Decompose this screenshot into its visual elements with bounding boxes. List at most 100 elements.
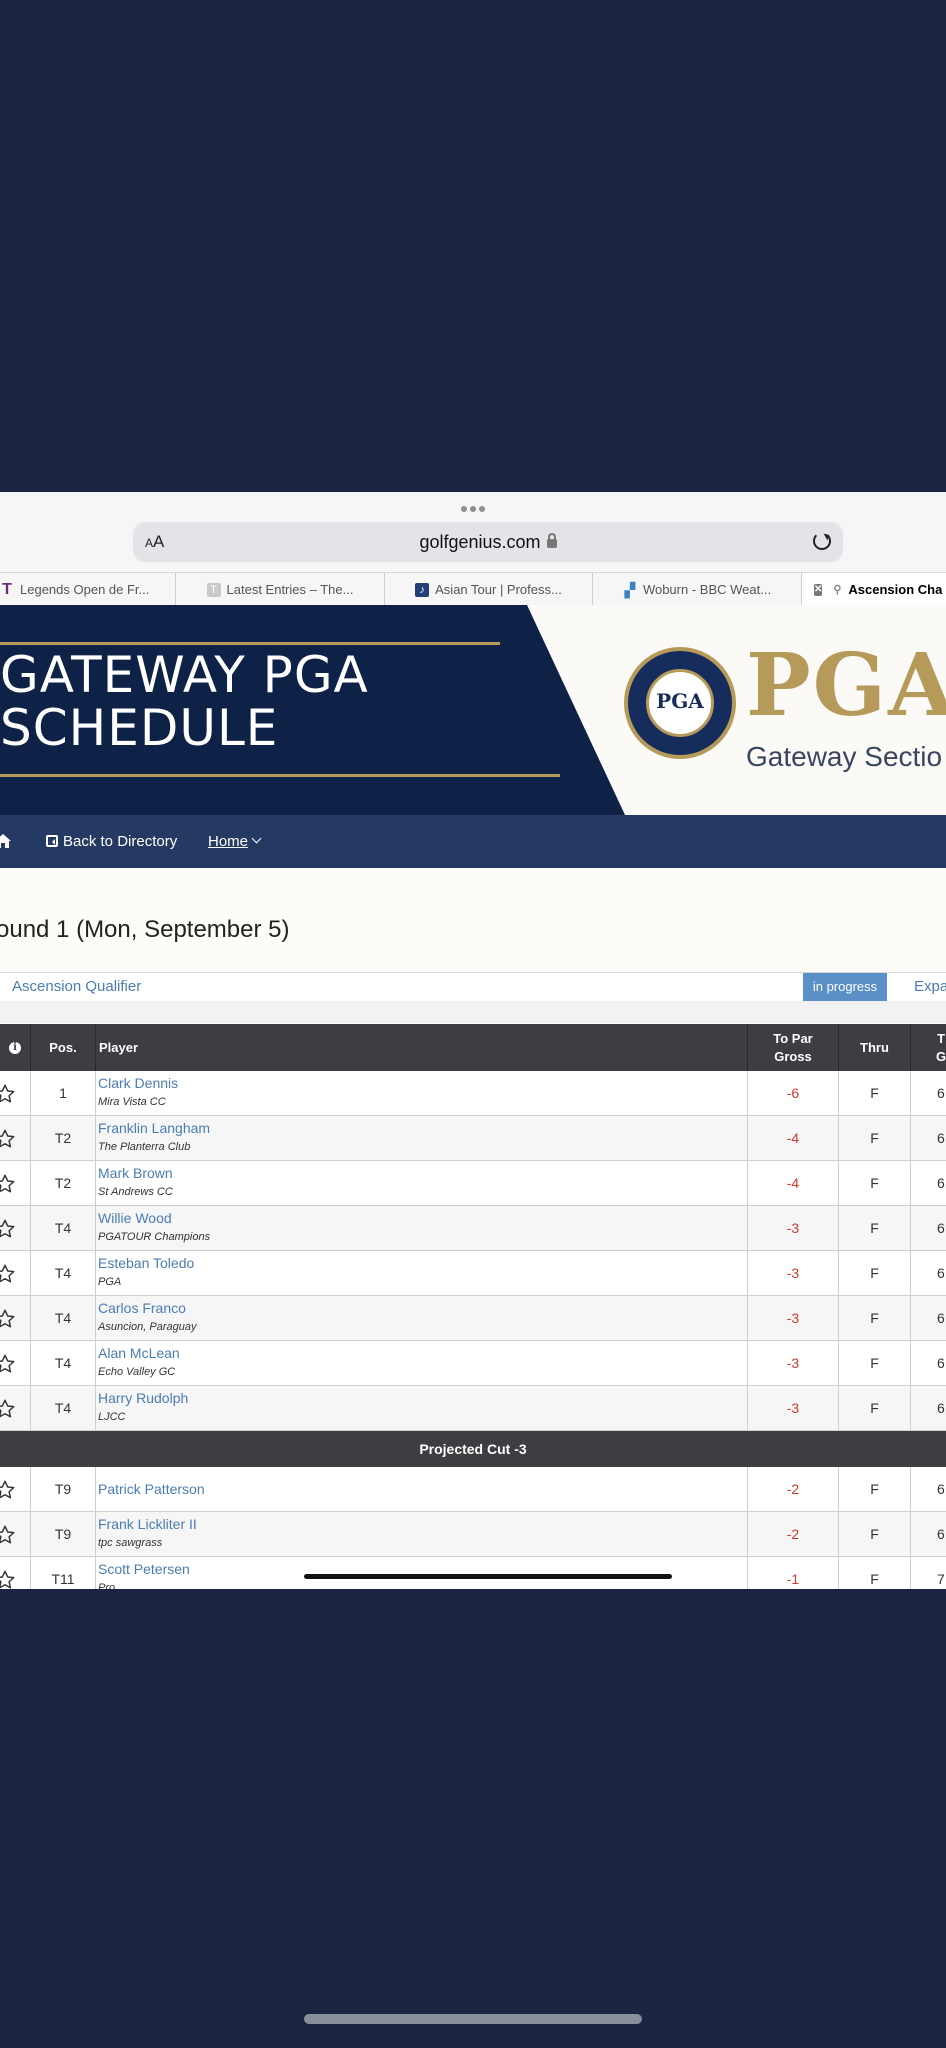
star-icon[interactable]: [0, 1173, 16, 1195]
star-icon[interactable]: [0, 1479, 16, 1501]
info-column-header[interactable]: i: [0, 1024, 31, 1071]
tab-ascension-active[interactable]: ✕ ⚲ Ascension Cha: [802, 573, 946, 606]
tab-label: Ascension Cha: [848, 582, 943, 597]
home-icon[interactable]: [0, 832, 12, 850]
table-row[interactable]: T4 Harry Rudolph LJCC -3 F 6: [0, 1386, 946, 1431]
table-row[interactable]: T4 Willie Wood PGATOUR Champions -3 F 6: [0, 1206, 946, 1251]
player-name-link[interactable]: Scott Petersen: [98, 1561, 190, 1577]
thru-value: F: [870, 1220, 879, 1236]
table-row[interactable]: T9 Frank Lickliter II tpc sawgrass -2 F 6: [0, 1512, 946, 1557]
device-home-indicator[interactable]: [304, 2014, 642, 2024]
table-row[interactable]: T9 Patrick Patterson -2 F 6: [0, 1467, 946, 1512]
pos-column-header[interactable]: Pos.: [31, 1024, 96, 1071]
info-icon[interactable]: i: [9, 1041, 21, 1054]
player-cell[interactable]: Carlos Franco Asuncion, Paraguay: [96, 1296, 748, 1340]
tab-favicon-icon: T: [2, 580, 12, 598]
star-icon[interactable]: [0, 1218, 16, 1240]
player-cell[interactable]: Harry Rudolph LJCC: [96, 1386, 748, 1430]
player-cell[interactable]: Alan McLean Echo Valley GC: [96, 1341, 748, 1385]
favorite-cell[interactable]: [0, 1467, 31, 1511]
star-icon[interactable]: [0, 1128, 16, 1150]
player-cell[interactable]: Franklin Langham The Planterra Club: [96, 1116, 748, 1160]
favorite-cell[interactable]: [0, 1071, 31, 1115]
player-cell[interactable]: Frank Lickliter II tpc sawgrass: [96, 1512, 748, 1556]
player-name-link[interactable]: Carlos Franco: [98, 1300, 186, 1316]
player-cell[interactable]: Mark Brown St Andrews CC: [96, 1161, 748, 1205]
event-name-link[interactable]: Ascension Qualifier: [12, 978, 142, 995]
favorite-cell[interactable]: [0, 1206, 31, 1250]
table-row[interactable]: 1 Clark Dennis Mira Vista CC -6 F 6: [0, 1071, 946, 1116]
multitask-dots-icon[interactable]: [461, 505, 485, 513]
table-row[interactable]: T2 Franklin Langham The Planterra Club -4 F 6: [0, 1116, 946, 1161]
thru-cell: F: [839, 1467, 911, 1511]
favorite-cell[interactable]: [0, 1161, 31, 1205]
favorite-cell[interactable]: [0, 1296, 31, 1340]
player-name-link[interactable]: Mark Brown: [98, 1165, 173, 1181]
favorite-cell[interactable]: [0, 1557, 31, 1589]
tab-woburn-bbc[interactable]: ▞ Woburn - BBC Weat...: [593, 573, 802, 606]
home-menu-link[interactable]: Home: [208, 833, 249, 850]
address-domain[interactable]: golfgenius.com: [133, 522, 843, 562]
position-value: T4: [54, 1400, 72, 1416]
banner-navy-panel: [0, 605, 625, 815]
to-par-column-header[interactable]: To Par Gross: [748, 1024, 839, 1071]
reload-icon[interactable]: [813, 532, 831, 550]
player-name-link[interactable]: Alan McLean: [98, 1345, 180, 1361]
player-cell[interactable]: Clark Dennis Mira Vista CC: [96, 1071, 748, 1115]
event-bar: Ascension Qualifier in progress Expa: [0, 972, 946, 1002]
thru-cell: F: [839, 1206, 911, 1250]
player-name-link[interactable]: Clark Dennis: [98, 1075, 179, 1091]
position-cell: T9: [31, 1467, 96, 1511]
table-row[interactable]: T4 Esteban Toledo PGA -3 F 6: [0, 1251, 946, 1296]
player-cell[interactable]: Scott Petersen Pro: [96, 1557, 748, 1589]
back-to-directory-link[interactable]: Back to Directory: [63, 833, 178, 850]
total-value: 6: [937, 1085, 945, 1101]
table-row[interactable]: T4 Alan McLean Echo Valley GC -3 F 6: [0, 1341, 946, 1386]
player-cell[interactable]: Esteban Toledo PGA: [96, 1251, 748, 1295]
back-arrow-icon[interactable]: [46, 835, 58, 847]
favorite-cell[interactable]: [0, 1341, 31, 1385]
table-row[interactable]: T2 Mark Brown St Andrews CC -4 F 6: [0, 1161, 946, 1206]
tab-close-icon[interactable]: ✕: [814, 583, 823, 596]
table-row[interactable]: T4 Carlos Franco Asuncion, Paraguay -3 F 6: [0, 1296, 946, 1341]
table-row[interactable]: T11 Scott Petersen Pro -1 F 7: [0, 1557, 946, 1589]
player-name-link[interactable]: Patrick Patterson: [98, 1481, 205, 1497]
address-bar[interactable]: AA golfgenius.com: [133, 522, 843, 562]
player-column-header[interactable]: Player: [96, 1024, 748, 1071]
player-cell[interactable]: Willie Wood PGATOUR Champions: [96, 1206, 748, 1250]
player-name-link[interactable]: Franklin Langham: [98, 1120, 211, 1136]
player-name-link[interactable]: Harry Rudolph: [98, 1390, 189, 1406]
tab-legends-open[interactable]: T Legends Open de Fr...: [0, 573, 176, 606]
favorite-cell[interactable]: [0, 1251, 31, 1295]
player-club: Echo Valley GC: [98, 1366, 176, 1378]
reader-options-button[interactable]: AA: [145, 532, 165, 551]
star-icon[interactable]: [0, 1353, 16, 1375]
to-par-cell: -3: [748, 1251, 839, 1295]
total-cell: 7: [911, 1557, 946, 1589]
tab-latest-entries[interactable]: T Latest Entries – The...: [176, 573, 385, 606]
favorite-cell[interactable]: [0, 1512, 31, 1556]
favorite-cell[interactable]: [0, 1116, 31, 1160]
player-cell[interactable]: Patrick Patterson: [96, 1467, 748, 1511]
chevron-down-icon[interactable]: [251, 833, 262, 844]
star-icon[interactable]: [0, 1524, 16, 1546]
player-name-link[interactable]: Willie Wood: [98, 1210, 172, 1226]
player-name-link[interactable]: Esteban Toledo: [98, 1255, 195, 1271]
tab-asian-tour[interactable]: ♪ Asian Tour | Profess...: [385, 573, 593, 606]
star-icon[interactable]: [0, 1308, 16, 1330]
tab-favicon-icon: T: [206, 582, 221, 597]
star-icon[interactable]: [0, 1569, 16, 1589]
star-icon[interactable]: [0, 1083, 16, 1105]
thru-column-header[interactable]: Thru: [839, 1024, 911, 1071]
star-icon[interactable]: [0, 1263, 16, 1285]
player-club: Mira Vista CC: [98, 1096, 166, 1108]
star-icon[interactable]: [0, 1398, 16, 1420]
position-value: 1: [59, 1085, 67, 1101]
expand-link[interactable]: Expa: [914, 978, 946, 995]
home-indicator[interactable]: [304, 1574, 672, 1579]
favorite-cell[interactable]: [0, 1386, 31, 1430]
player-name-link[interactable]: Frank Lickliter II: [98, 1516, 197, 1532]
